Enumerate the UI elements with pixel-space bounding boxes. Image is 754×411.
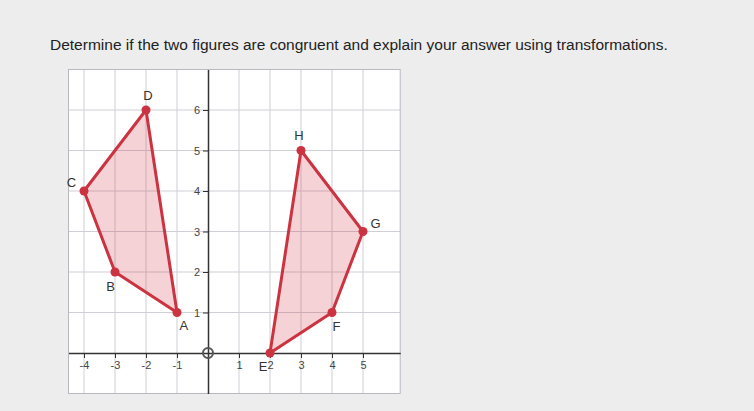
plot-frame xyxy=(69,70,401,394)
tick: 2 xyxy=(194,266,208,278)
tick: 1 xyxy=(194,307,208,319)
tick-mark xyxy=(115,353,116,358)
marks xyxy=(80,106,368,358)
tick-label: 4 xyxy=(194,185,200,197)
vertex xyxy=(359,227,368,236)
tick-label: 1 xyxy=(194,307,200,319)
vertex xyxy=(111,268,120,277)
axis-line xyxy=(69,353,401,355)
tick-mark xyxy=(203,272,208,273)
tick: -1 xyxy=(173,353,183,371)
tick-label: -4 xyxy=(80,359,90,371)
grid-line-y xyxy=(69,312,401,313)
y-axis: 1 2 3 4 5 6 xyxy=(194,70,209,394)
tick: 3 xyxy=(298,353,304,371)
plot-area xyxy=(69,70,401,394)
tick-label: 2 xyxy=(194,266,200,278)
tick-label: 1 xyxy=(236,359,242,371)
tick-mark xyxy=(203,110,208,111)
tick-label: 5 xyxy=(194,145,200,157)
tick: 4 xyxy=(194,185,208,197)
tick-label: 2 xyxy=(267,359,273,371)
tick: 6 xyxy=(194,104,208,116)
polygon xyxy=(270,151,363,354)
tick-mark xyxy=(239,353,240,358)
vertex-label: C xyxy=(67,175,76,190)
vertex xyxy=(173,308,182,317)
vertex-label: D xyxy=(143,88,152,103)
tick-mark xyxy=(177,353,178,358)
tick: 5 xyxy=(360,353,366,371)
tick-mark xyxy=(301,353,302,358)
vertex-label: H xyxy=(294,128,303,143)
tick: 3 xyxy=(194,226,208,238)
tick-label: 6 xyxy=(194,104,200,116)
vertex xyxy=(328,308,337,317)
tick-mark xyxy=(203,232,208,233)
tick: 4 xyxy=(329,353,335,371)
tick: -4 xyxy=(80,353,90,371)
tick-label: -2 xyxy=(142,359,152,371)
tick: 5 xyxy=(194,145,208,157)
tick-label: -1 xyxy=(173,359,183,371)
tick-mark xyxy=(363,353,364,358)
grid-line-y xyxy=(69,110,401,111)
polygon xyxy=(84,110,177,313)
vertex-label: A xyxy=(179,318,188,333)
tick: -3 xyxy=(111,353,121,371)
tick-mark xyxy=(203,313,208,314)
tick: 1 xyxy=(236,353,242,371)
tick-mark xyxy=(332,353,333,358)
tick-mark xyxy=(84,353,85,358)
vertex xyxy=(297,146,306,155)
worksheet: Determine if the two figures are congrue… xyxy=(0,0,754,411)
tick-label: 3 xyxy=(194,226,200,238)
tick: -2 xyxy=(142,353,152,371)
vertex-label: G xyxy=(370,216,380,231)
tick-label: -3 xyxy=(111,359,121,371)
tick-mark xyxy=(203,151,208,152)
x-axis: -4 -3 -2 -1 1 2 3 4 5 xyxy=(69,353,401,371)
background xyxy=(0,0,754,411)
tick-label: 3 xyxy=(298,359,304,371)
vertex-label: E xyxy=(259,359,268,374)
vertex-label: B xyxy=(106,279,115,294)
vertex-label: F xyxy=(332,319,340,334)
tick-label: 5 xyxy=(360,359,366,371)
grid xyxy=(69,70,401,394)
tick-mark xyxy=(146,353,147,358)
title: Determine if the two figures are congrue… xyxy=(50,36,668,53)
tick-mark xyxy=(203,191,208,192)
tick-label: 4 xyxy=(329,359,335,371)
vertex xyxy=(266,349,275,358)
vertex xyxy=(80,187,89,196)
vertex-labels: A B C D E F G H xyxy=(67,88,381,374)
vertex xyxy=(142,106,151,115)
origin xyxy=(203,348,213,358)
